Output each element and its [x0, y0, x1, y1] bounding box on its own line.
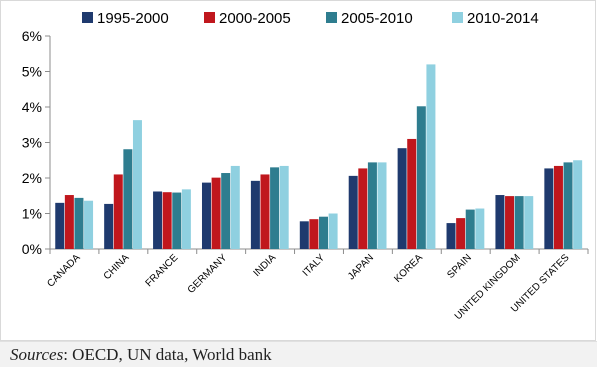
bar — [358, 168, 368, 249]
bar — [201, 182, 211, 249]
bar — [123, 149, 133, 249]
chart-frame — [0, 0, 596, 341]
bar — [328, 213, 338, 249]
legend-label: 2010-2014 — [467, 10, 539, 27]
x-tick-label: CHINA — [102, 252, 132, 282]
bar — [465, 209, 475, 249]
bar — [113, 174, 123, 249]
bar — [544, 168, 554, 249]
y-tick-label: 3% — [22, 135, 42, 151]
bar — [55, 202, 65, 249]
bar — [64, 195, 74, 249]
bar — [397, 148, 407, 249]
x-tick-label: INDIA — [252, 252, 279, 279]
bar — [162, 192, 172, 249]
bar-chart: 0% 1% 2% 3% 4% 5% 6% CANADA CHINA FRANCE GERMANY IN… — [22, 10, 589, 322]
bar — [563, 162, 573, 249]
bar — [230, 165, 240, 249]
legend-swatch — [82, 12, 93, 23]
bar — [573, 160, 583, 249]
y-tick-label: 1% — [22, 206, 42, 222]
bar — [319, 216, 328, 249]
bar — [270, 167, 280, 249]
source-bar: Sources: OECD, UN data, World bank — [0, 341, 597, 367]
x-tick-label: GERMANY — [186, 252, 230, 296]
bar — [309, 219, 319, 249]
bar — [84, 200, 94, 249]
bar — [475, 208, 485, 249]
bar — [416, 106, 426, 249]
legend-label: 2005-2010 — [341, 10, 413, 27]
source-label: Sources — [10, 345, 64, 364]
source-value: : OECD, UN data, World bank — [63, 345, 272, 364]
source-note: Sources: OECD, UN data, World bank — [10, 345, 272, 365]
bar — [426, 64, 436, 250]
x-tick-label: CANADA — [45, 252, 82, 289]
x-tick-label: ITALY — [301, 252, 328, 279]
x-tick-label: SPAIN — [445, 252, 473, 280]
bar — [153, 191, 163, 249]
y-tick-label: 4% — [22, 99, 42, 115]
bar — [495, 195, 505, 249]
bar — [377, 162, 387, 249]
y-tick-label: 5% — [22, 64, 42, 80]
x-tick-label: JAPAN — [346, 252, 376, 282]
bar — [553, 165, 563, 249]
bar — [260, 174, 270, 249]
bar — [211, 177, 221, 249]
x-tick-label: KOREA — [392, 252, 425, 285]
legend-swatch — [204, 12, 215, 23]
bar — [279, 165, 289, 249]
bar — [104, 203, 114, 249]
x-tick-label: FRANCE — [144, 252, 181, 289]
y-tick-label: 0% — [22, 241, 42, 257]
legend-label: 2000-2005 — [219, 10, 291, 27]
bar — [221, 173, 231, 249]
bar — [172, 192, 182, 249]
bar — [299, 221, 309, 249]
bar — [446, 223, 456, 249]
bar — [524, 196, 534, 249]
legend-swatch — [326, 12, 337, 23]
bar — [348, 175, 358, 249]
bar — [250, 180, 260, 249]
y-tick-label: 2% — [22, 170, 42, 186]
bar — [132, 120, 142, 249]
legend-label: 1995-2000 — [97, 10, 169, 27]
bar — [74, 197, 84, 249]
bar — [367, 162, 377, 249]
bar — [505, 196, 515, 249]
bar — [456, 218, 466, 249]
legend-swatch — [452, 12, 463, 23]
bar — [181, 189, 191, 249]
bar — [514, 196, 524, 249]
y-tick-label: 6% — [22, 28, 42, 44]
bar — [407, 138, 417, 249]
